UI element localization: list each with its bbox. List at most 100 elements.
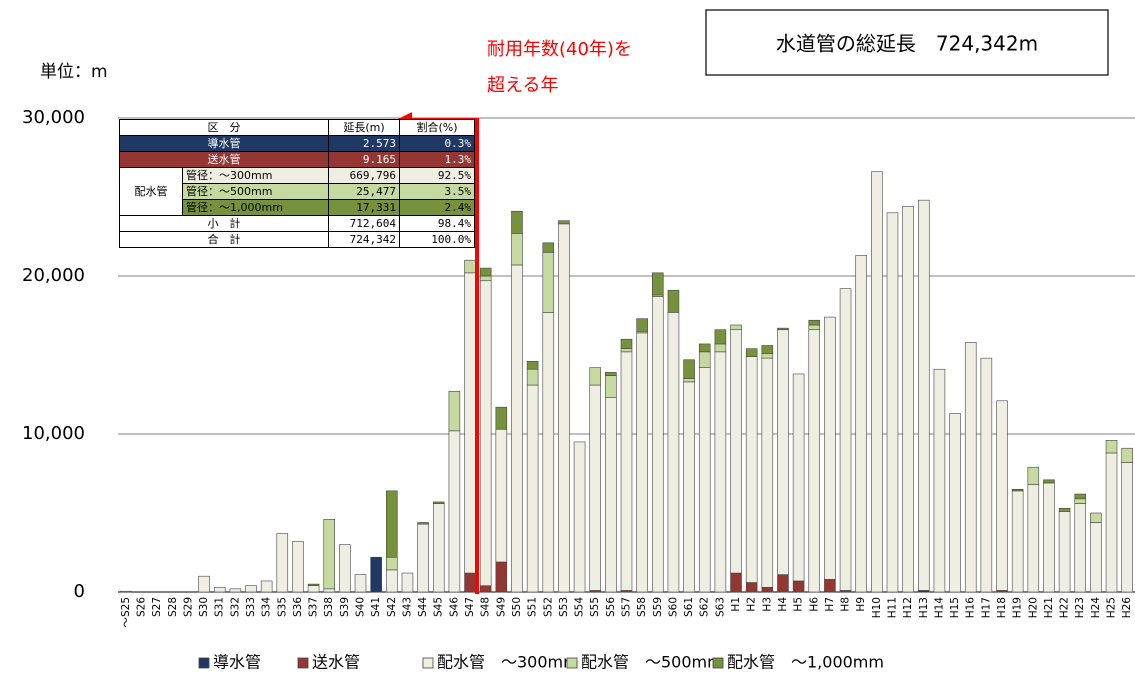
bar-segment xyxy=(292,541,304,593)
bar-segment xyxy=(745,356,758,583)
bar-segment xyxy=(745,582,758,593)
cell: 92.5% xyxy=(399,167,475,184)
annotation: 耐用年数(40年)を xyxy=(487,39,632,60)
bar-segment xyxy=(620,348,633,353)
bar-segment xyxy=(667,289,680,313)
bar-segment xyxy=(808,329,821,593)
bar-segment xyxy=(933,368,946,593)
bar-segment xyxy=(1074,498,1087,504)
bar-segment xyxy=(526,361,539,370)
bar-segment xyxy=(855,255,867,593)
bar-segment xyxy=(620,338,633,349)
cell: 導水管 xyxy=(119,135,329,152)
bar-segment xyxy=(683,381,695,593)
bar-segment xyxy=(777,574,789,593)
x-tick-label: S62 xyxy=(699,597,711,617)
bar-segment xyxy=(432,501,445,504)
cell: 合 計 xyxy=(119,231,329,248)
x-tick-label: H10 xyxy=(871,597,883,618)
cell: 17,331 xyxy=(328,199,400,216)
bar-segment xyxy=(1121,462,1133,593)
bar-segment xyxy=(792,373,805,582)
legend-label: 配水管 ～300mm xyxy=(437,653,579,672)
bar-segment xyxy=(1058,507,1071,512)
bar-segment xyxy=(401,572,414,593)
bar-segment xyxy=(558,223,570,593)
bar-segment xyxy=(683,359,695,379)
x-tick-label: S54 xyxy=(574,597,586,617)
cell: 延長(m) xyxy=(328,119,400,136)
bar-segment xyxy=(1090,522,1102,593)
x-tick-label: H9 xyxy=(855,597,867,612)
x-tick-label: S33 xyxy=(245,597,257,617)
cell: 配水管 xyxy=(119,167,183,216)
table-row: 送水管 9.165 1.3% xyxy=(119,151,475,168)
x-tick-label: S28 xyxy=(167,597,179,617)
x-tick-label: S35 xyxy=(276,597,288,617)
bar-segment xyxy=(307,583,320,586)
total-box xyxy=(705,9,1109,76)
bar-segment xyxy=(386,556,398,571)
bar-segment xyxy=(1105,440,1118,454)
bar-segment xyxy=(996,400,1008,591)
bar-segment xyxy=(526,384,539,593)
bar-segment xyxy=(1027,484,1040,593)
bar-segment xyxy=(698,351,711,368)
bar-segment xyxy=(1043,479,1055,484)
legend-marker xyxy=(198,657,210,669)
x-tick-label: S56 xyxy=(605,597,617,617)
x-tick-label: S46 xyxy=(448,597,460,617)
x-tick-label: H18 xyxy=(996,597,1008,618)
bar-segment xyxy=(417,522,429,525)
bar-segment xyxy=(479,275,492,282)
x-tick-label: S44 xyxy=(417,597,429,617)
y-tick-label: 20,000 xyxy=(22,265,85,286)
bar-segment xyxy=(1027,466,1040,485)
legend-label: 配水管 ～500mm xyxy=(581,653,723,672)
bar-segment xyxy=(432,503,445,593)
x-tick-label: H25 xyxy=(1106,597,1118,618)
x-tick-label: S47 xyxy=(464,597,476,617)
bar-segment xyxy=(511,264,523,593)
bar-segment xyxy=(964,342,977,593)
bar-segment xyxy=(714,329,727,345)
legend-label: 導水管 xyxy=(213,653,261,672)
cell: 1.3% xyxy=(399,151,475,168)
x-tick-label: S34 xyxy=(261,597,273,617)
x-tick-label: S59 xyxy=(652,597,664,617)
bar-segment xyxy=(526,368,539,386)
bar-segment xyxy=(120,590,132,593)
bar-segment xyxy=(902,206,914,593)
x-tick-label: H26 xyxy=(1121,597,1133,619)
bar-segment xyxy=(573,441,586,593)
x-tick-label: S60 xyxy=(667,597,679,617)
bar-segment xyxy=(839,288,852,591)
bar-segment xyxy=(652,272,664,296)
bar-segment xyxy=(495,428,508,563)
bar-segment xyxy=(198,575,210,593)
table-row: 小 計 712,604 98.4% xyxy=(119,215,475,232)
x-tick-label: S38 xyxy=(323,597,335,617)
bar-segment xyxy=(1074,503,1087,593)
cell: 100.0% xyxy=(399,231,475,248)
x-tick-label: S63 xyxy=(714,597,726,617)
bar-segment xyxy=(761,586,774,593)
bar-segment xyxy=(448,430,461,593)
bar-segment xyxy=(698,343,711,353)
bar-segment xyxy=(1058,511,1071,593)
bar-segment xyxy=(652,296,664,593)
bar-segment xyxy=(605,372,617,376)
bar-segment xyxy=(354,574,367,593)
bar-segment xyxy=(589,384,601,591)
x-tick-label: S57 xyxy=(621,597,633,617)
x-tick-label: H24 xyxy=(1090,597,1102,619)
x-tick-label: H7 xyxy=(824,597,836,612)
bar-segment xyxy=(730,324,742,331)
cell: 管径：～1,000mm xyxy=(182,199,329,216)
bar-segment xyxy=(886,212,899,593)
bar-segment xyxy=(980,357,993,593)
x-tick-label: H1 xyxy=(730,597,742,612)
bar-segment xyxy=(683,378,695,383)
bar-segment xyxy=(323,519,335,590)
bar-segment xyxy=(386,490,398,558)
